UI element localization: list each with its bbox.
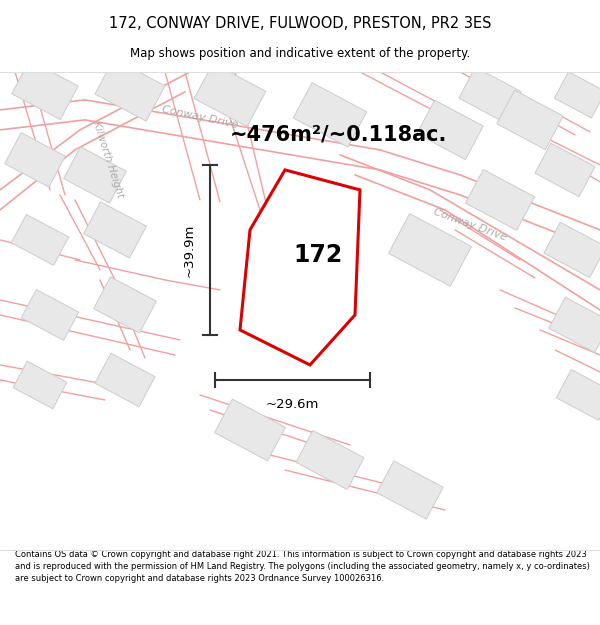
Text: Kilworth Height: Kilworth Height xyxy=(91,120,125,199)
Polygon shape xyxy=(554,72,600,118)
Text: Conway Drive: Conway Drive xyxy=(161,104,239,130)
Polygon shape xyxy=(535,143,595,197)
Polygon shape xyxy=(95,59,165,121)
Polygon shape xyxy=(12,60,78,119)
Polygon shape xyxy=(389,214,472,286)
Polygon shape xyxy=(240,170,360,365)
Polygon shape xyxy=(556,369,600,421)
Polygon shape xyxy=(466,169,535,230)
Polygon shape xyxy=(459,68,521,122)
Text: ~29.6m: ~29.6m xyxy=(266,398,319,411)
Text: Contains OS data © Crown copyright and database right 2021. This information is : Contains OS data © Crown copyright and d… xyxy=(15,550,590,582)
Text: Map shows position and indicative extent of the property.: Map shows position and indicative extent… xyxy=(130,47,470,60)
Polygon shape xyxy=(293,82,367,147)
Polygon shape xyxy=(549,298,600,352)
Polygon shape xyxy=(215,399,286,461)
Polygon shape xyxy=(417,100,483,159)
Text: Conway Drive: Conway Drive xyxy=(432,207,508,243)
Polygon shape xyxy=(544,222,600,278)
Polygon shape xyxy=(194,63,266,127)
Polygon shape xyxy=(64,147,127,203)
Polygon shape xyxy=(21,289,79,341)
Text: 172: 172 xyxy=(293,243,343,267)
Polygon shape xyxy=(497,90,563,149)
Text: 172, CONWAY DRIVE, FULWOOD, PRESTON, PR2 3ES: 172, CONWAY DRIVE, FULWOOD, PRESTON, PR2… xyxy=(109,16,491,31)
Text: ~39.9m: ~39.9m xyxy=(183,223,196,277)
Polygon shape xyxy=(377,461,443,519)
Polygon shape xyxy=(296,431,364,489)
Polygon shape xyxy=(13,361,67,409)
Text: ~476m²/~0.118ac.: ~476m²/~0.118ac. xyxy=(230,125,448,145)
Polygon shape xyxy=(94,277,157,333)
Polygon shape xyxy=(83,202,146,258)
Polygon shape xyxy=(5,132,65,187)
Polygon shape xyxy=(11,214,69,266)
Polygon shape xyxy=(95,353,155,407)
